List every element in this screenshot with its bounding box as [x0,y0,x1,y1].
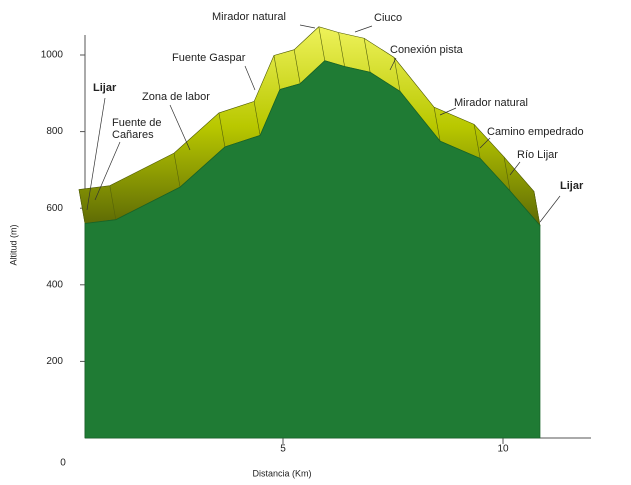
annotation: Río Lijar [517,149,558,161]
y-tick-label: 400 [46,279,63,290]
y-tick-label: 200 [46,356,63,367]
annotation: Zona de labor [142,91,210,103]
x-tick-label: 0 [60,458,66,469]
annotation: Cañares [112,129,154,141]
annotation: Camino empedrado [487,126,584,138]
annotation: Conexión pista [390,44,464,56]
leader-line [245,66,255,90]
y-tick-label: 800 [46,126,63,137]
leader-line [540,196,560,222]
leader-line [170,105,190,150]
chart: Distancia (Km) Altitud (m) 200 400 600 800 1… [0,0,631,485]
leader-line [300,25,315,28]
x-axis-label: Distancia (Km) [252,468,311,478]
y-tick-label: 1000 [41,50,64,61]
x-tick-label: 10 [497,444,509,455]
annotation: Lijar [93,82,117,94]
y-axis-label: Altitud (m) [8,224,18,265]
annotation: Ciuco [374,12,402,24]
annotation: Fuente de [112,117,162,129]
annotation: Mirador natural [212,11,286,23]
annotation: Fuente Gaspar [172,52,246,64]
annotation: Lijar [560,180,584,192]
annotation: Mirador natural [454,97,528,109]
y-tick-label: 600 [46,203,63,214]
x-tick-label: 5 [280,444,286,455]
leader-line [355,26,372,32]
